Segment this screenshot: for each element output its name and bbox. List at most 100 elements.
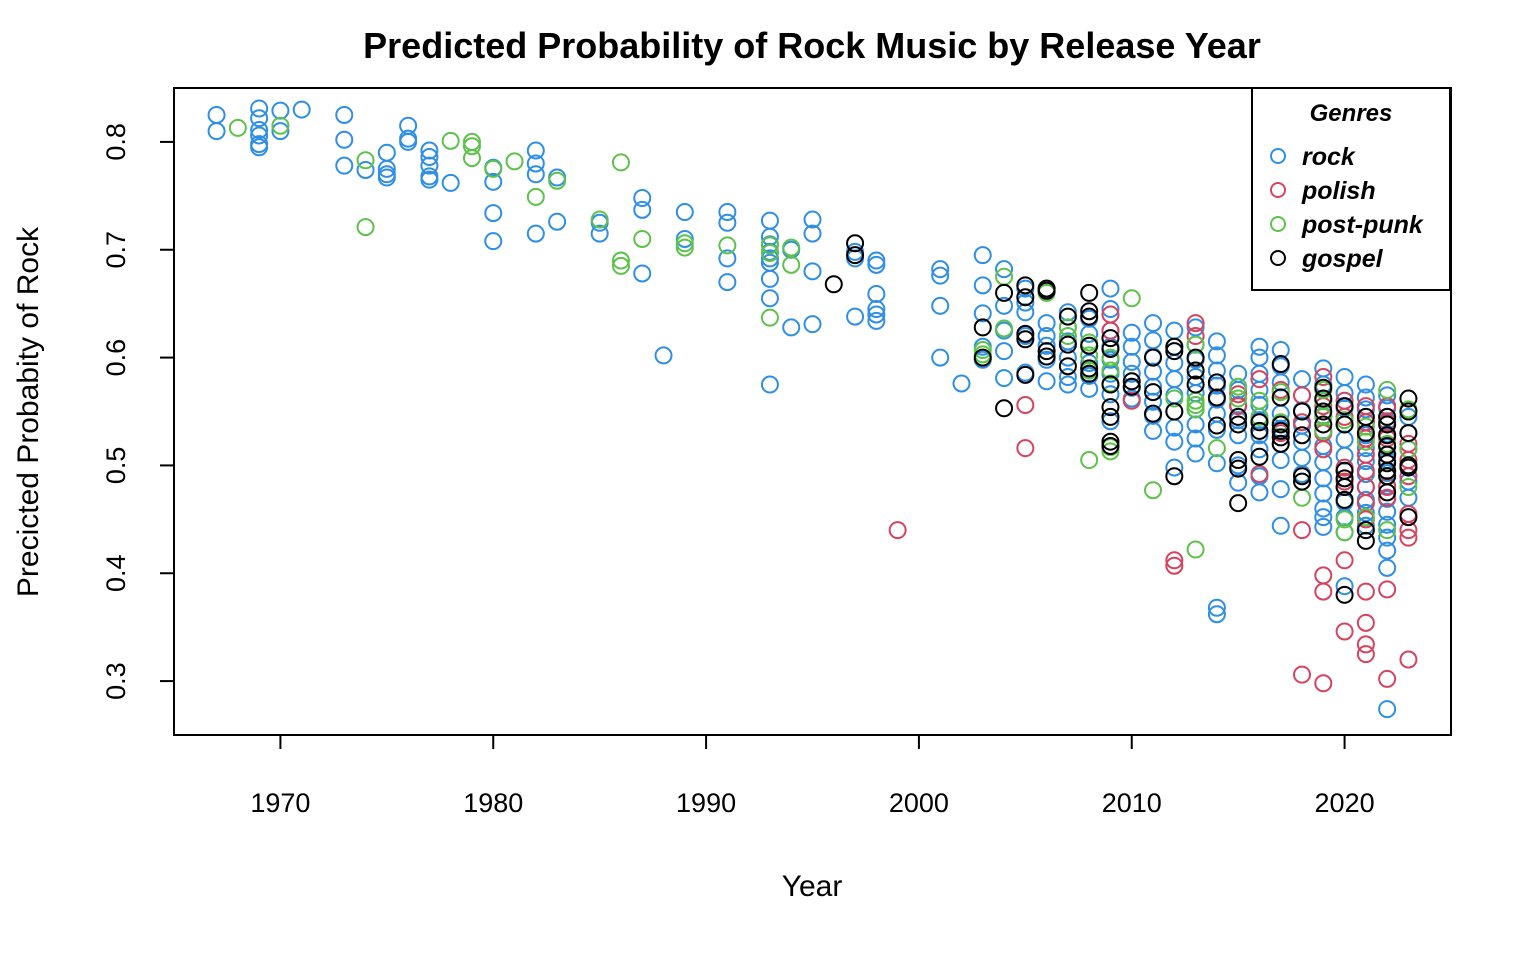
point-polish [1293,413,1312,432]
point-rock [526,154,545,173]
point-rock [1229,473,1248,492]
point-gospel [1335,477,1354,496]
point-polish [1356,613,1375,632]
point-rock [973,276,992,295]
point-rock [867,305,886,324]
point-rock [420,148,439,167]
x-tick-label: 1990 [676,788,736,818]
point-gospel [1271,421,1290,440]
point-post-punk [1335,523,1354,542]
point-gospel [1058,307,1077,326]
point-rock [1122,352,1141,371]
point-post-punk [590,210,609,229]
point-rock [1335,577,1354,596]
point-gospel [1186,375,1205,394]
legend: Genres rock polish post-punk gospel [1251,87,1451,291]
point-gospel [1378,437,1397,456]
point-gospel [1144,383,1163,402]
point-gospel [1271,428,1290,447]
point-rock [718,213,737,232]
point-post-punk [782,255,801,274]
point-polish [1250,465,1269,484]
y-tick-label: 0.3 [101,662,131,700]
point-gospel [1378,461,1397,480]
point-post-punk [675,234,694,253]
point-gospel [1271,434,1290,453]
point-gospel [973,318,992,337]
point-post-punk [1101,348,1120,367]
point-post-punk [1144,481,1163,500]
point-polish [1399,528,1418,547]
point-gospel [1229,451,1248,470]
point-gospel [1250,413,1269,432]
point-post-punk [1186,335,1205,354]
point-gospel [1101,432,1120,451]
legend-label-gospel: gospel [1301,245,1384,273]
point-rock [995,369,1014,388]
point-gospel [1101,375,1120,394]
legend-title: Genres [1310,100,1393,127]
point-post-punk [1314,407,1333,426]
point-rock [1271,516,1290,535]
point-polish [1356,635,1375,654]
point-gospel [1378,426,1397,445]
point-rock [1101,412,1120,431]
point-rock [1250,483,1269,502]
point-rock [1378,541,1397,560]
point-polish [1356,645,1375,664]
point-gospel [1314,389,1333,408]
point-rock [1165,432,1184,451]
point-post-punk [718,236,737,255]
point-post-punk [1335,411,1354,430]
point-rock [420,156,439,175]
x-tick-label: 1980 [463,788,523,818]
point-rock [484,232,503,251]
point-gospel [1080,359,1099,378]
point-gospel [1207,416,1226,435]
point-post-punk [1229,377,1248,396]
point-rock [633,200,652,219]
point-rock [633,188,652,207]
point-post-punk [1058,327,1077,346]
point-rock [250,126,269,145]
point-rock [633,264,652,283]
point-rock [1058,367,1077,386]
point-rock [1250,337,1269,356]
point-rock [1016,293,1035,312]
point-polish [1101,321,1120,340]
point-gospel [1186,348,1205,367]
point-gospel [1165,342,1184,361]
point-post-punk [1356,432,1375,451]
point-polish [1229,397,1248,416]
point-polish [1229,385,1248,404]
point-rock [484,172,503,191]
point-gospel [1293,402,1312,421]
y-tick-label: 0.5 [101,447,131,485]
point-rock [526,165,545,184]
point-post-punk [1335,510,1354,529]
point-rock [718,249,737,268]
point-gospel [1101,398,1120,417]
point-gospel [1314,415,1333,434]
y-axis-label: Precicted Probabity of Rock [12,226,45,597]
point-rock [250,121,269,140]
point-post-punk [1080,451,1099,470]
point-rock [1122,364,1141,383]
point-rock [335,130,354,149]
point-rock [526,224,545,243]
point-post-punk [995,319,1014,338]
point-rock [1037,314,1056,333]
point-rock [1080,353,1099,372]
point-gospel [973,348,992,367]
point-rock [995,296,1014,315]
point-gospel [995,283,1014,302]
point-post-punk [462,137,481,156]
point-rock [995,260,1014,279]
point-gospel [1229,415,1248,434]
point-rock [973,304,992,323]
point-gospel [1271,388,1290,407]
point-post-punk [1250,407,1269,426]
point-gospel [1016,330,1035,349]
point-gospel [1122,372,1141,391]
